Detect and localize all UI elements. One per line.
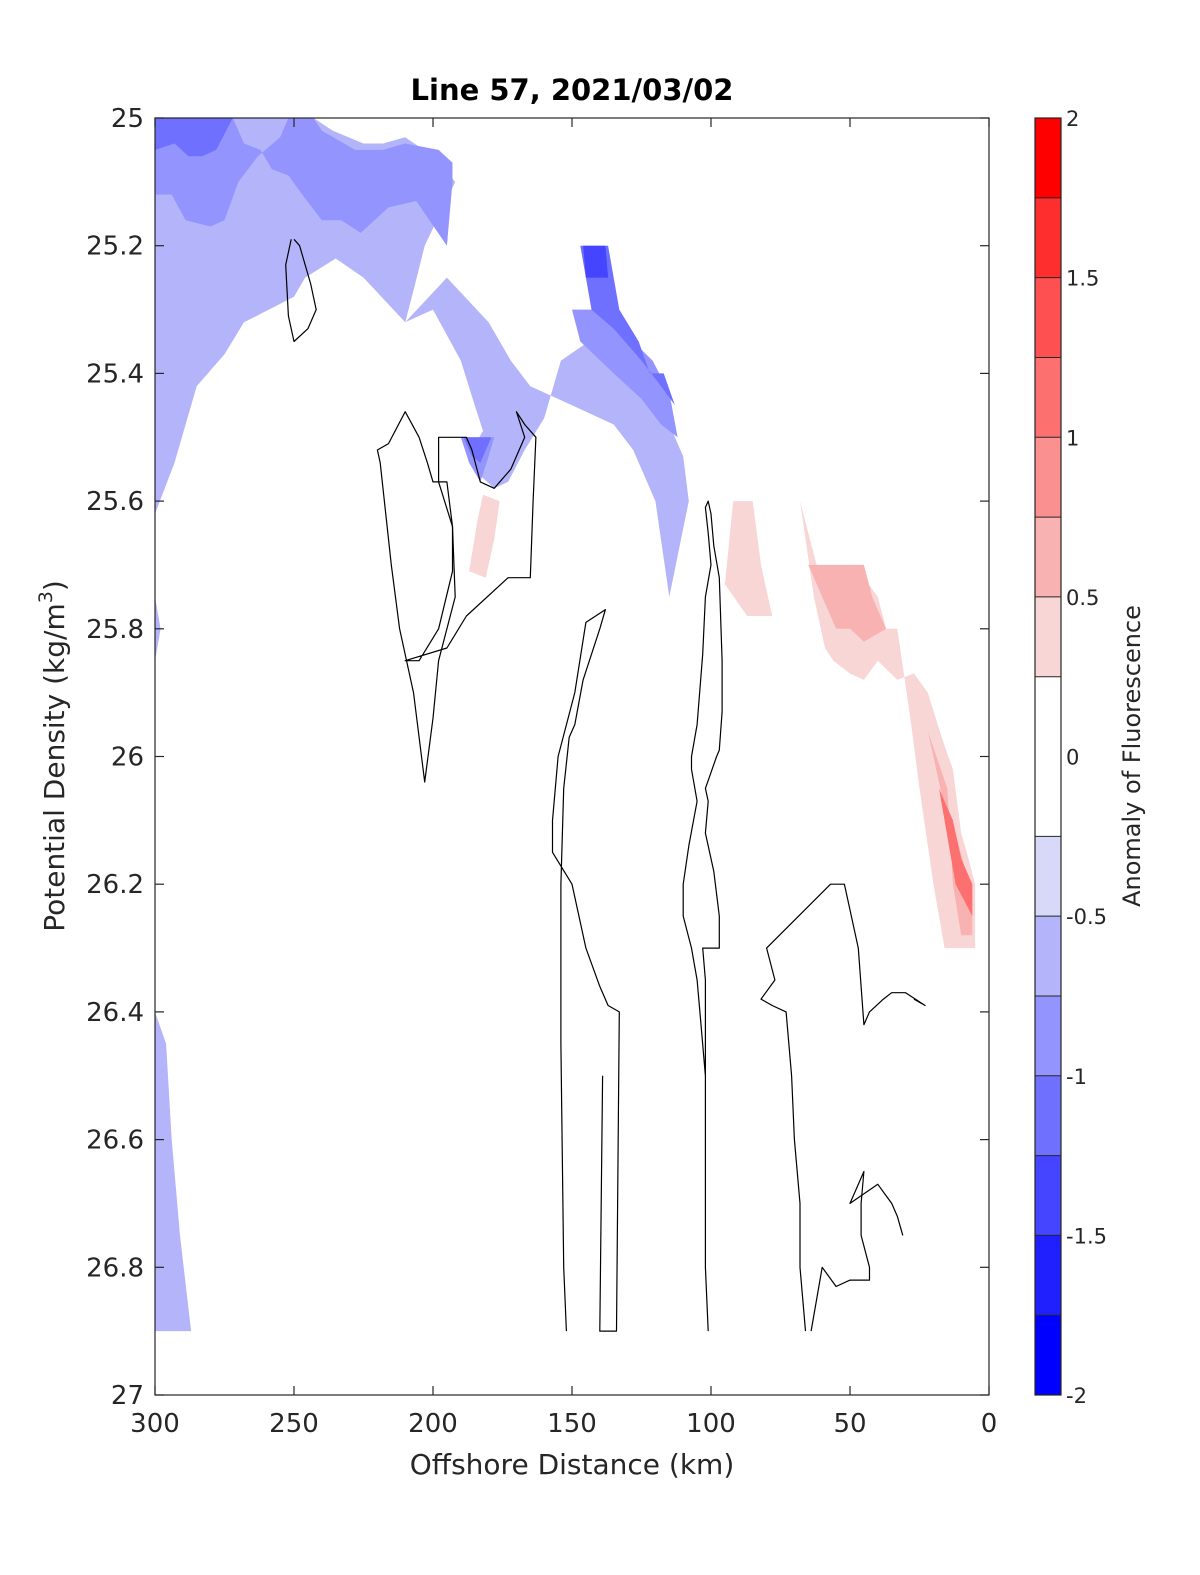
colorbar-tick-label: -0.5 [1066,905,1107,929]
colorbar: -2 -1.5 -1 -0.5 0 0.5 1 1.5 2 Anomaly of Fluores… [1034,107,1146,1408]
colorbar-tick-label: 2 [1066,107,1079,131]
filled-region-9 [724,501,773,616]
filled-region-5 [583,245,609,278]
filled-region-8 [469,494,500,578]
colorbar-band [1035,118,1061,198]
colorbar-bands [1035,118,1061,1395]
axis-ticks: 300 250 200 150 100 50 0 25 25.2 25.4 25.6 25.8 26 26… [86,104,997,1439]
x-tick-label: 0 [981,1409,998,1439]
y-axis-label-exponent: 3 [35,591,57,603]
filled-region-7 [463,437,492,463]
x-tick-label: 200 [408,1409,458,1439]
zero-contour-1 [376,411,456,783]
y-tick-label: 26.2 [86,870,144,900]
colorbar-band [1035,1155,1061,1236]
x-tick-label: 50 [833,1409,866,1439]
x-tick-label: 100 [686,1409,736,1439]
filled-contours [155,118,976,1332]
y-tick-label: 26 [111,743,144,773]
colorbar-tick-label: 1.5 [1066,267,1099,291]
colorbar-tick-label: -1.5 [1066,1224,1107,1248]
filled-region-11 [808,564,887,642]
colorbar-band [1035,277,1061,358]
y-axis-label: Potential Density (kg/m3) [35,580,71,932]
colorbar-band [1035,916,1061,996]
colorbar-band [1035,995,1061,1076]
filled-region-15 [155,1011,192,1332]
y-tick-label: 25.2 [86,232,144,262]
y-tick-label: 25.4 [86,359,144,389]
x-tick-label: 150 [547,1409,597,1439]
colorbar-band [1035,1315,1061,1395]
y-tick-label: 26.4 [86,998,144,1028]
colorbar-band [1035,596,1061,677]
plot-area: 300 250 200 150 100 50 0 25 25.2 25.4 25.6 25.8 26 26… [86,104,997,1439]
colorbar-band [1035,357,1061,438]
colorbar-band [1035,1075,1061,1156]
filled-region-0 [155,118,689,597]
colorbar-band [1035,197,1061,278]
y-tick-label: 25 [111,104,144,134]
colorbar-tick-label: 0.5 [1066,586,1099,610]
filled-region-13 [939,788,973,917]
zero-contour-2 [404,411,537,662]
filled-region-2 [155,118,233,157]
y-tick-label: 27 [111,1381,144,1411]
y-axis-label-base: Potential Density (kg/m [38,603,71,932]
x-tick-label: 300 [130,1409,180,1439]
zero-contour-lines [285,238,926,1332]
y-axis-label-close: ) [38,580,71,591]
colorbar-band [1035,517,1061,597]
colorbar-tick-label: 0 [1066,746,1079,770]
zero-contour-5 [760,883,926,1332]
colorbar-band [1035,1235,1061,1316]
filled-region-1 [155,118,453,246]
y-tick-label: 26.8 [86,1253,144,1283]
plot-background [155,118,989,1395]
x-tick-label: 250 [269,1409,319,1439]
y-tick-label: 25.8 [86,615,144,645]
colorbar-band [1035,836,1061,917]
colorbar-tick-label: -1 [1066,1065,1087,1089]
colorbar-label: Anomaly of Fluorescence [1118,605,1146,907]
colorbar-ticks: -2 -1.5 -1 -0.5 0 0.5 1 1.5 2 [1035,107,1107,1408]
zero-contour-0 [285,238,317,343]
chart-title: Line 57, 2021/03/02 [411,73,734,107]
colorbar-band [1035,676,1061,837]
x-axis-label: Offshore Distance (km) [410,1448,735,1481]
colorbar-tick-label: -2 [1066,1384,1087,1408]
zero-contour-3 [551,608,620,1332]
filled-region-3 [572,309,678,438]
filled-region-4 [580,245,675,406]
zero-contour-4 [682,500,723,1332]
y-tick-label: 26.6 [86,1126,144,1156]
y-tick-label: 25.6 [86,487,144,517]
zero-contour-6 [810,1170,904,1332]
colorbar-band [1035,437,1061,518]
colorbar-tick-label: 1 [1066,426,1079,450]
